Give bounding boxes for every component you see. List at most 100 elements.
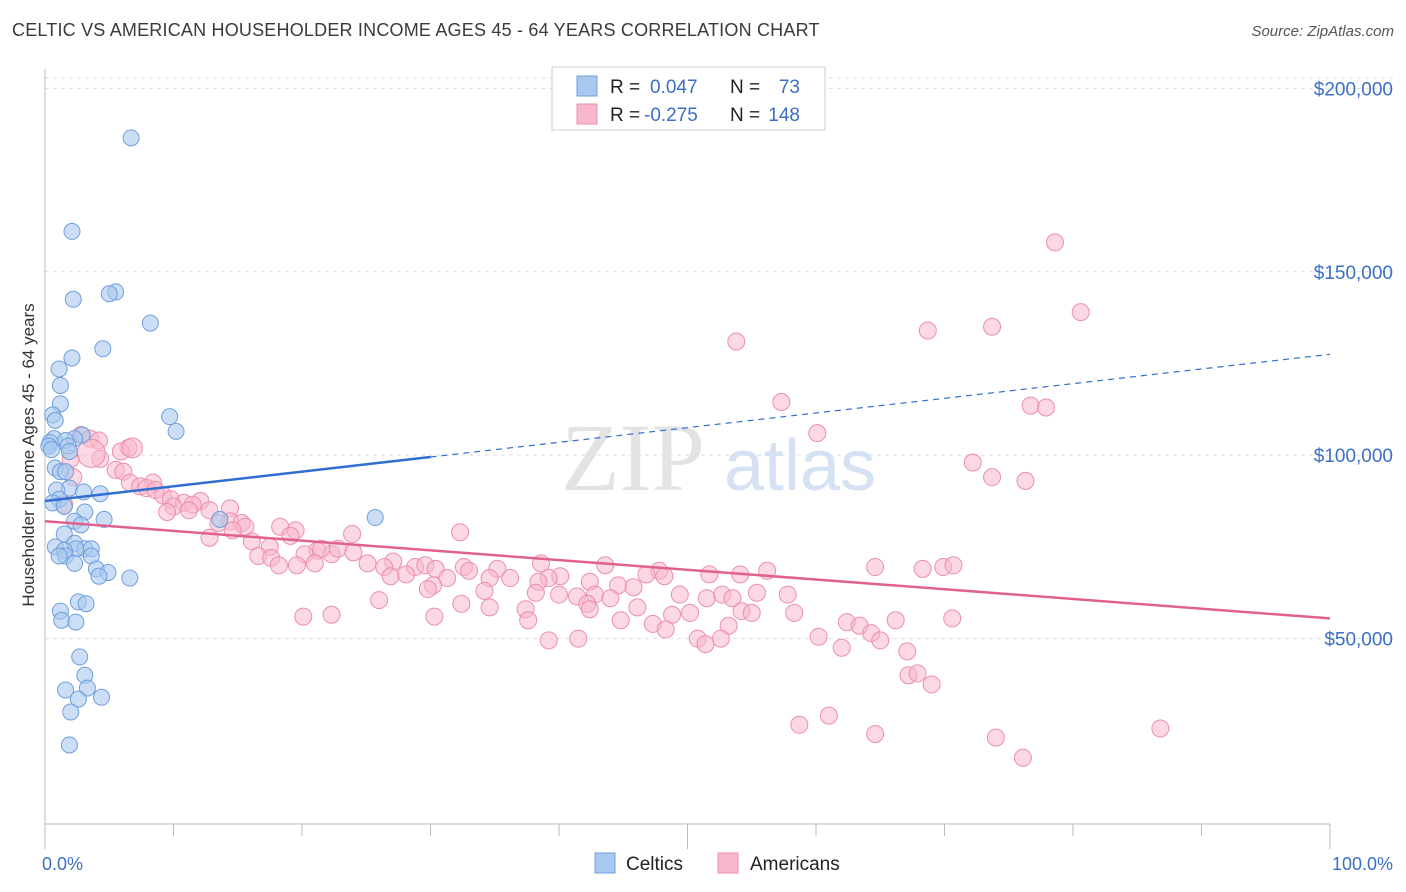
celtics-point <box>71 648 89 666</box>
celtics-point <box>211 510 229 528</box>
americans-point <box>451 523 470 542</box>
americans-point <box>624 578 643 597</box>
celtics-point <box>63 349 81 367</box>
celtics-point <box>57 463 75 481</box>
americans-point <box>281 526 300 545</box>
legend-swatch-americans <box>576 103 598 125</box>
celtics-point <box>77 595 95 613</box>
americans-point <box>819 706 838 725</box>
americans-point <box>358 554 377 573</box>
americans-point <box>1037 398 1056 417</box>
americans-point <box>655 567 674 586</box>
legend-r-value-celtics: 0.047 <box>650 77 698 98</box>
legend-n-label-americans: N = <box>730 105 760 126</box>
celtics-point <box>57 681 75 699</box>
y-tick-label: $50,000 <box>1324 630 1393 651</box>
americans-point <box>611 611 630 630</box>
americans-point <box>983 317 1002 336</box>
y-tick-label: $150,000 <box>1314 263 1393 284</box>
americans-point <box>922 675 941 694</box>
grid-lines <box>45 77 1395 640</box>
americans-point <box>1016 471 1035 490</box>
americans-point <box>832 638 851 657</box>
americans-point <box>711 629 730 648</box>
celtics-point <box>66 554 84 572</box>
americans-point <box>696 635 715 654</box>
legend-n-label-celtics: N = <box>730 77 760 98</box>
americans-point <box>986 728 1005 747</box>
americans-point <box>200 528 219 547</box>
americans-point <box>656 620 675 639</box>
celtics-point <box>95 510 113 528</box>
celtics-point <box>94 340 112 358</box>
watermark-atlas: atlas <box>724 426 876 506</box>
americans-point <box>700 565 719 584</box>
americans-point <box>866 724 885 743</box>
celtics-point <box>161 408 179 426</box>
celtics-points <box>40 129 384 754</box>
americans-point <box>963 453 982 472</box>
americans-point <box>866 558 885 577</box>
americans-point <box>475 581 494 600</box>
americans-point <box>370 591 389 610</box>
americans-point <box>742 603 761 622</box>
legend-r-value-americans: -0.275 <box>644 105 698 126</box>
americans-point <box>1013 748 1032 767</box>
americans-point <box>898 642 917 661</box>
americans-point <box>778 585 797 604</box>
americans-point <box>179 501 198 520</box>
bottom-legend-swatch-americans <box>717 852 739 874</box>
americans-point <box>397 565 416 584</box>
legend-r-label-americans: R = <box>610 105 640 126</box>
celtics-point <box>69 690 87 708</box>
americans-point <box>1071 303 1090 322</box>
bottom-legend-swatch-celtics <box>594 852 616 874</box>
americans-point <box>809 627 828 646</box>
celtics-trend-line-extrapolated <box>430 353 1331 458</box>
legend-r-label-celtics: R = <box>610 77 640 98</box>
legend-n-value-celtics: 73 <box>779 77 800 98</box>
americans-point <box>886 611 905 630</box>
celtics-point <box>167 422 185 440</box>
americans-point <box>772 392 791 411</box>
americans-point <box>460 561 479 580</box>
americans-point <box>808 424 827 443</box>
celtics-point <box>122 129 140 147</box>
celtics-point <box>60 736 78 754</box>
celtics-point <box>64 290 82 308</box>
celtics-point <box>46 411 64 429</box>
x-tick-label: 0.0% <box>42 854 83 874</box>
bottom-legend-americans: Americans <box>750 854 840 875</box>
legend-swatch-celtics <box>576 75 598 97</box>
americans-point <box>343 525 362 544</box>
legend-n-value-americans: 148 <box>768 105 800 126</box>
americans-point <box>539 631 558 650</box>
watermark-zip: ZIP <box>561 404 705 511</box>
americans-point <box>1021 396 1040 415</box>
chart-title: CELTIC VS AMERICAN HOUSEHOLDER INCOME AG… <box>12 20 820 40</box>
americans-point <box>344 543 363 562</box>
americans-point <box>944 556 963 575</box>
americans-point <box>438 569 457 588</box>
americans-point <box>747 583 766 602</box>
americans-point <box>697 589 716 608</box>
americans-point <box>269 556 288 575</box>
x-tick-labels: 0.0% 100.0% <box>42 854 1393 874</box>
americans-point <box>294 607 313 626</box>
americans-point <box>580 600 599 619</box>
americans-point <box>681 603 700 622</box>
celtics-point <box>63 222 81 240</box>
series-legend: Celtics Americans <box>594 852 840 875</box>
americans-point <box>918 321 937 340</box>
celtics-point <box>50 547 68 565</box>
americans-point <box>519 611 538 630</box>
americans-point <box>501 569 520 588</box>
source-label: Source: ZipAtlas.com <box>1251 23 1394 40</box>
americans-point <box>628 598 647 617</box>
y-tick-label: $200,000 <box>1314 79 1393 100</box>
americans-point <box>526 583 545 602</box>
americans-point <box>480 598 499 617</box>
americans-point <box>569 629 588 648</box>
celtics-trend-line <box>44 455 431 503</box>
